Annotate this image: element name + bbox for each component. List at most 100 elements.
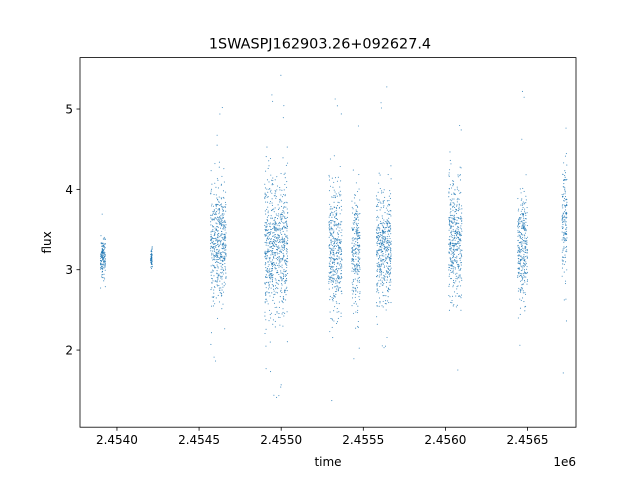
data-point xyxy=(459,249,461,251)
data-point xyxy=(285,241,287,243)
data-point xyxy=(566,227,568,229)
data-point xyxy=(271,283,273,286)
data-point xyxy=(385,309,387,311)
data-point xyxy=(286,225,289,227)
data-point xyxy=(336,321,339,323)
data-point xyxy=(337,249,339,251)
data-point xyxy=(379,300,381,302)
data-point xyxy=(280,260,282,262)
data-point xyxy=(384,221,386,223)
data-point xyxy=(338,247,340,249)
y-tick-label: 5 xyxy=(65,103,73,117)
data-point xyxy=(211,296,213,298)
data-point xyxy=(565,233,568,235)
data-point xyxy=(336,205,339,207)
x-axis-label: time xyxy=(314,455,341,469)
data-point xyxy=(565,239,567,241)
data-point xyxy=(387,300,389,302)
data-point xyxy=(332,212,334,214)
data-point xyxy=(267,167,269,169)
data-point xyxy=(329,278,331,280)
data-point xyxy=(351,263,353,265)
data-point xyxy=(267,281,269,283)
data-point xyxy=(275,230,277,232)
data-point xyxy=(336,251,338,253)
data-point xyxy=(272,228,274,230)
data-point xyxy=(217,255,219,257)
data-point xyxy=(275,288,277,290)
data-point xyxy=(273,224,275,226)
data-point xyxy=(279,230,281,232)
data-point xyxy=(449,151,451,153)
data-point xyxy=(353,258,355,260)
data-point xyxy=(562,372,564,374)
data-point xyxy=(521,204,523,206)
data-point xyxy=(456,231,458,233)
data-point xyxy=(520,299,522,301)
data-point xyxy=(210,246,212,248)
data-point xyxy=(150,257,152,259)
data-point xyxy=(274,320,276,322)
data-point xyxy=(566,204,568,206)
data-point xyxy=(220,277,222,279)
data-point xyxy=(278,316,280,318)
data-point xyxy=(225,254,227,256)
data-point xyxy=(356,205,358,207)
data-point xyxy=(381,247,383,249)
data-point xyxy=(215,251,217,254)
data-point xyxy=(521,241,523,243)
data-point xyxy=(456,216,458,218)
data-point xyxy=(272,277,274,279)
data-point xyxy=(337,259,339,261)
data-point xyxy=(454,204,456,206)
data-point xyxy=(282,259,284,261)
data-point xyxy=(333,263,336,265)
data-point xyxy=(522,201,524,203)
data-point xyxy=(210,265,212,267)
data-point xyxy=(334,248,336,250)
data-point xyxy=(214,280,216,282)
data-point xyxy=(335,240,337,242)
data-point xyxy=(264,301,266,303)
data-point xyxy=(381,224,383,226)
data-point xyxy=(563,247,565,249)
data-point xyxy=(265,328,267,330)
data-point xyxy=(389,259,391,261)
data-point xyxy=(383,238,385,240)
data-point xyxy=(377,253,379,255)
data-point xyxy=(330,232,332,234)
data-point xyxy=(449,247,451,249)
data-point xyxy=(217,285,219,287)
data-point xyxy=(211,214,213,216)
data-point xyxy=(225,245,227,247)
data-point xyxy=(332,196,334,198)
plot-frame xyxy=(79,57,577,428)
data-point xyxy=(340,257,342,259)
data-point xyxy=(329,185,332,187)
data-point xyxy=(452,252,454,254)
data-point xyxy=(522,222,524,224)
data-point xyxy=(269,278,271,280)
data-point xyxy=(384,212,386,214)
data-point xyxy=(564,196,567,198)
data-point xyxy=(335,224,337,226)
data-point xyxy=(448,222,451,224)
data-point xyxy=(222,221,224,223)
data-point xyxy=(563,236,565,238)
data-point xyxy=(276,312,278,314)
data-point xyxy=(264,210,266,212)
data-point xyxy=(287,162,289,164)
data-point xyxy=(333,249,335,251)
data-point xyxy=(382,277,384,279)
data-point xyxy=(388,281,390,283)
data-point xyxy=(100,262,102,264)
data-point xyxy=(212,250,214,252)
data-point xyxy=(265,254,267,256)
data-point xyxy=(561,275,563,277)
data-point xyxy=(341,266,343,268)
data-point xyxy=(454,282,456,284)
data-point xyxy=(331,248,333,250)
data-point xyxy=(218,166,220,168)
data-point xyxy=(381,215,383,217)
